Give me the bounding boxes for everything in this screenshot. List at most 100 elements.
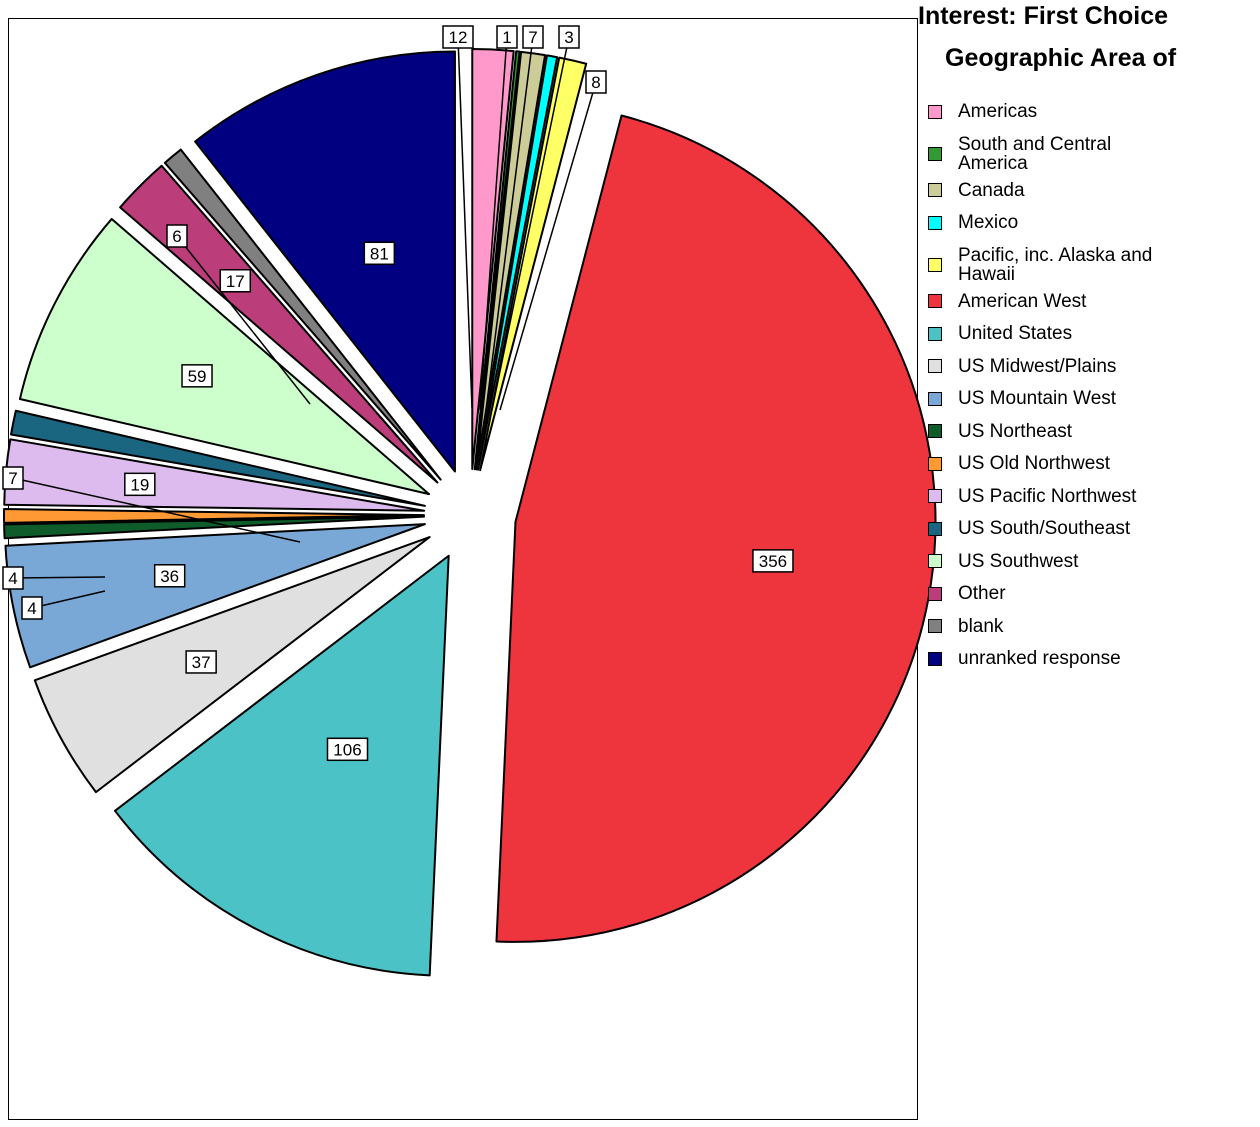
legend-label: South and Central America [958,133,1112,174]
legend-label: US Mountain West [958,388,1117,409]
data-label-box-americas [442,25,474,49]
legend-swatch [928,554,942,568]
chart-title-line-2: Geographic Area of [945,44,1177,72]
legend-item-us-northeast: US Northeast [928,422,1178,441]
legend-swatch [928,489,942,503]
legend-item-blank: blank [928,617,1178,636]
data-label-south-and-central-america: 1 [502,28,511,47]
leader-line-pacific-inc-alaska-and-hawaii [499,81,597,411]
leader-line-south-and-central-america [479,36,508,411]
data-label-us-pacific-northwest: 19 [130,475,149,494]
pie-slice-canada [475,50,547,471]
leader-line-mexico [491,36,570,411]
legend-label: US Southwest [958,550,1079,572]
legend-swatch [928,183,942,197]
legend-label: unranked response [958,648,1121,669]
data-label-us-southwest: 59 [188,367,207,386]
data-label-box-canada [522,25,544,49]
data-label-pacific-inc-alaska-and-hawaii: 8 [591,73,600,92]
leader-line-blank [176,235,311,405]
data-label-other: 17 [226,272,245,291]
legend-label: US Midwest/Plains [958,355,1117,377]
legend-swatch [928,521,942,536]
legend-item-us-old-northwest: US Old Northwest [928,454,1178,473]
data-label-blank: 6 [172,227,181,246]
data-label-box-us-southwest [181,364,213,388]
data-label-unranked-response: 81 [370,244,389,263]
data-label-americas: 12 [449,28,468,47]
legend-swatch [928,294,942,308]
legend-swatch [928,619,942,633]
leader-line-americas [457,36,473,409]
legend-item-united-states: United States [928,324,1178,343]
legend-label: blank [958,615,1004,637]
pie-slice-blank [163,148,442,481]
pie-slice-south-and-central-america [473,50,521,471]
legend-label: US Pacific Northwest [958,485,1137,507]
pie-slice-us-midwest-plains [33,536,431,794]
legend-swatch [928,586,942,601]
legend-item-other: Other [928,584,1178,603]
legend-swatch [928,257,942,272]
pie-slice-us-old-northwest [3,508,425,524]
legend-item-mexico: Mexico [928,213,1178,232]
data-label-box-us-pacific-northwest [124,472,156,497]
legend-swatch [928,215,942,230]
legend-label: Mexico [958,212,1019,233]
data-label-us-south-southeast: 7 [8,469,17,488]
data-label-us-northeast: 4 [27,599,36,618]
leader-line-us-old-northwest [12,576,106,579]
legend-label: US Northeast [958,420,1073,442]
pie-slice-mexico [477,54,559,471]
legend-swatch [928,104,942,119]
legend-label: Americas [958,101,1038,122]
legend-label: Pacific, inc. Alaska and Hawaii [958,244,1153,285]
data-label-us-midwest-plains: 37 [192,653,211,672]
pie-slices [3,48,937,977]
pie-slice-us-southwest [18,217,431,496]
legend-item-us-pacific-northwest: US Pacific Northwest [928,487,1178,506]
legend-item-us-southwest: US Southwest [928,552,1178,571]
data-label-box-us-northeast [21,596,43,620]
data-label-box-mexico [558,25,580,49]
legend-item-americas: Americas [928,102,1178,121]
data-label-box-american-west [752,549,794,573]
leader-line-us-south-southeast [12,477,301,543]
legend-label: Canada [958,179,1025,201]
legend-label: American West [958,290,1087,312]
data-label-box-united-states [326,737,369,762]
leader-line-canada [485,36,534,411]
legend-swatch [928,391,942,406]
pie-slice-us-south-southeast [10,409,426,507]
data-label-box-blank [166,224,188,248]
leader-line-us-northeast [31,590,106,609]
pie-slice-american-west [495,114,937,943]
pie-slice-us-northeast [3,515,426,540]
legend-label: US Old Northwest [958,453,1111,474]
data-label-box-us-old-northwest [2,566,24,590]
legend-label: US South/Southeast [958,518,1131,539]
legend-swatch [928,424,942,438]
pie-slice-pacific-inc-alaska-and-hawaii [479,56,588,472]
data-label-box-us-midwest-plains [185,650,217,674]
data-label-american-west: 356 [759,552,787,571]
legend-item-american-west: American West [928,292,1178,311]
legend-item-us-south-southeast: US South/Southeast [928,519,1178,538]
data-label-canada: 7 [528,28,537,47]
legend-item-us-midwest-plains: US Midwest/Plains [928,357,1178,376]
legend-swatch [928,359,942,373]
legend-item-pacific-inc-alaska-and-hawaii: Pacific, inc. Alaska and Hawaii [928,246,1178,284]
data-label-mexico: 3 [564,28,573,47]
legend-swatch [928,456,942,471]
pie-slice-us-mountain-west [4,523,426,669]
data-label-us-mountain-west: 36 [160,567,179,586]
legend-item-canada: Canada [928,181,1178,200]
data-label-box-us-south-southeast [2,466,24,490]
legend-label: Other [958,583,1006,604]
pie-slice-united-states [113,554,450,977]
legend-swatch [928,146,942,161]
legend-item-unranked-response: unranked response [928,649,1178,668]
chart-title-line-1: Interest: First Choice [918,2,1169,30]
